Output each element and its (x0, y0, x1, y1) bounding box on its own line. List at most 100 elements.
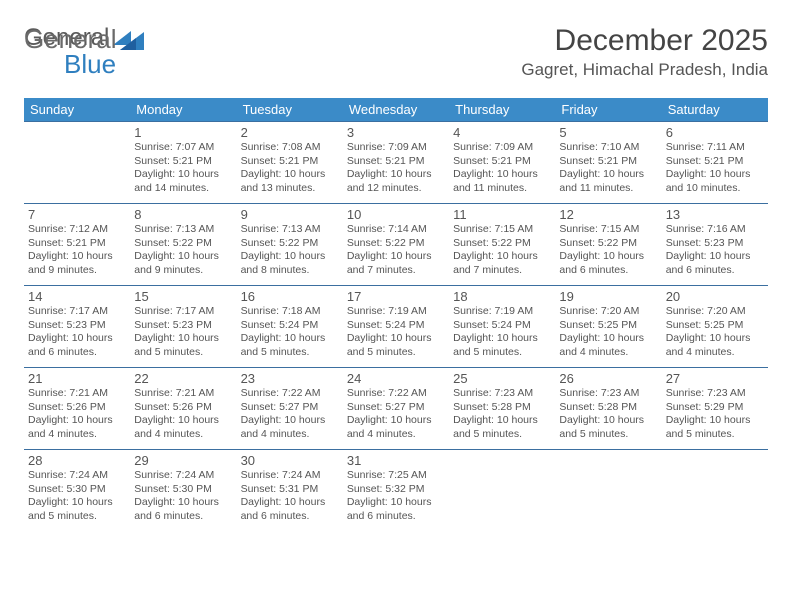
day-info: Sunrise: 7:24 AMSunset: 5:31 PMDaylight:… (241, 469, 339, 524)
weekday-header: Saturday (662, 98, 768, 122)
day-info: Sunrise: 7:12 AMSunset: 5:21 PMDaylight:… (28, 223, 126, 278)
day-number: 14 (28, 289, 126, 304)
day-info: Sunrise: 7:13 AMSunset: 5:22 PMDaylight:… (134, 223, 232, 278)
calendar-cell (24, 122, 130, 204)
weekday-header: Monday (130, 98, 236, 122)
calendar-cell: 26Sunrise: 7:23 AMSunset: 5:28 PMDayligh… (555, 368, 661, 450)
day-info: Sunrise: 7:09 AMSunset: 5:21 PMDaylight:… (347, 141, 445, 196)
calendar-cell: 25Sunrise: 7:23 AMSunset: 5:28 PMDayligh… (449, 368, 555, 450)
day-number: 17 (347, 289, 445, 304)
day-number: 27 (666, 371, 764, 386)
day-number: 13 (666, 207, 764, 222)
day-number: 8 (134, 207, 232, 222)
day-info: Sunrise: 7:24 AMSunset: 5:30 PMDaylight:… (134, 469, 232, 524)
logo-block: General Blue (24, 24, 144, 80)
calendar-cell: 4Sunrise: 7:09 AMSunset: 5:21 PMDaylight… (449, 122, 555, 204)
day-info: Sunrise: 7:22 AMSunset: 5:27 PMDaylight:… (241, 387, 339, 442)
day-info: Sunrise: 7:15 AMSunset: 5:22 PMDaylight:… (453, 223, 551, 278)
day-number: 24 (347, 371, 445, 386)
day-info: Sunrise: 7:19 AMSunset: 5:24 PMDaylight:… (453, 305, 551, 360)
day-info: Sunrise: 7:17 AMSunset: 5:23 PMDaylight:… (28, 305, 126, 360)
calendar-cell: 16Sunrise: 7:18 AMSunset: 5:24 PMDayligh… (237, 286, 343, 368)
calendar-cell (555, 450, 661, 532)
day-number: 10 (347, 207, 445, 222)
calendar-cell: 23Sunrise: 7:22 AMSunset: 5:27 PMDayligh… (237, 368, 343, 450)
calendar-cell: 5Sunrise: 7:10 AMSunset: 5:21 PMDaylight… (555, 122, 661, 204)
calendar-cell: 22Sunrise: 7:21 AMSunset: 5:26 PMDayligh… (130, 368, 236, 450)
calendar-row: 7Sunrise: 7:12 AMSunset: 5:21 PMDaylight… (24, 204, 768, 286)
weekday-header-row: Sunday Monday Tuesday Wednesday Thursday… (24, 98, 768, 122)
logo-sail-icon (120, 32, 144, 50)
day-info: Sunrise: 7:10 AMSunset: 5:21 PMDaylight:… (559, 141, 657, 196)
calendar-cell: 24Sunrise: 7:22 AMSunset: 5:27 PMDayligh… (343, 368, 449, 450)
calendar-row: 1Sunrise: 7:07 AMSunset: 5:21 PMDaylight… (24, 122, 768, 204)
calendar-cell: 17Sunrise: 7:19 AMSunset: 5:24 PMDayligh… (343, 286, 449, 368)
day-info: Sunrise: 7:21 AMSunset: 5:26 PMDaylight:… (134, 387, 232, 442)
day-info: Sunrise: 7:20 AMSunset: 5:25 PMDaylight:… (559, 305, 657, 360)
day-number: 12 (559, 207, 657, 222)
day-number: 21 (28, 371, 126, 386)
day-info: Sunrise: 7:21 AMSunset: 5:26 PMDaylight:… (28, 387, 126, 442)
calendar-cell: 11Sunrise: 7:15 AMSunset: 5:22 PMDayligh… (449, 204, 555, 286)
day-number: 25 (453, 371, 551, 386)
day-info: Sunrise: 7:23 AMSunset: 5:28 PMDaylight:… (559, 387, 657, 442)
day-info: Sunrise: 7:19 AMSunset: 5:24 PMDaylight:… (347, 305, 445, 360)
day-number: 1 (134, 125, 232, 140)
day-info: Sunrise: 7:23 AMSunset: 5:29 PMDaylight:… (666, 387, 764, 442)
calendar-cell (662, 450, 768, 532)
day-number: 23 (241, 371, 339, 386)
day-number: 3 (347, 125, 445, 140)
calendar-cell: 6Sunrise: 7:11 AMSunset: 5:21 PMDaylight… (662, 122, 768, 204)
calendar-cell: 9Sunrise: 7:13 AMSunset: 5:22 PMDaylight… (237, 204, 343, 286)
calendar-cell: 10Sunrise: 7:14 AMSunset: 5:22 PMDayligh… (343, 204, 449, 286)
calendar-cell: 29Sunrise: 7:24 AMSunset: 5:30 PMDayligh… (130, 450, 236, 532)
day-number: 19 (559, 289, 657, 304)
day-number: 6 (666, 125, 764, 140)
calendar-cell: 30Sunrise: 7:24 AMSunset: 5:31 PMDayligh… (237, 450, 343, 532)
weekday-header: Tuesday (237, 98, 343, 122)
calendar-cell: 8Sunrise: 7:13 AMSunset: 5:22 PMDaylight… (130, 204, 236, 286)
day-number: 31 (347, 453, 445, 468)
weekday-header: Wednesday (343, 98, 449, 122)
day-info: Sunrise: 7:17 AMSunset: 5:23 PMDaylight:… (134, 305, 232, 360)
calendar-cell: 13Sunrise: 7:16 AMSunset: 5:23 PMDayligh… (662, 204, 768, 286)
day-number: 16 (241, 289, 339, 304)
calendar-cell: 1Sunrise: 7:07 AMSunset: 5:21 PMDaylight… (130, 122, 236, 204)
calendar-row: 21Sunrise: 7:21 AMSunset: 5:26 PMDayligh… (24, 368, 768, 450)
day-number: 20 (666, 289, 764, 304)
day-number: 29 (134, 453, 232, 468)
title-block: December 2025 Gagret, Himachal Pradesh, … (521, 24, 768, 80)
calendar-cell: 27Sunrise: 7:23 AMSunset: 5:29 PMDayligh… (662, 368, 768, 450)
calendar-row: 14Sunrise: 7:17 AMSunset: 5:23 PMDayligh… (24, 286, 768, 368)
day-info: Sunrise: 7:16 AMSunset: 5:23 PMDaylight:… (666, 223, 764, 278)
day-info: Sunrise: 7:14 AMSunset: 5:22 PMDaylight:… (347, 223, 445, 278)
day-number: 9 (241, 207, 339, 222)
day-info: Sunrise: 7:24 AMSunset: 5:30 PMDaylight:… (28, 469, 126, 524)
calendar-cell: 3Sunrise: 7:09 AMSunset: 5:21 PMDaylight… (343, 122, 449, 204)
day-info: Sunrise: 7:23 AMSunset: 5:28 PMDaylight:… (453, 387, 551, 442)
day-number: 4 (453, 125, 551, 140)
day-number: 11 (453, 207, 551, 222)
calendar-cell: 15Sunrise: 7:17 AMSunset: 5:23 PMDayligh… (130, 286, 236, 368)
day-number: 15 (134, 289, 232, 304)
day-info: Sunrise: 7:08 AMSunset: 5:21 PMDaylight:… (241, 141, 339, 196)
day-info: Sunrise: 7:13 AMSunset: 5:22 PMDaylight:… (241, 223, 339, 278)
calendar-table: Sunday Monday Tuesday Wednesday Thursday… (24, 98, 768, 532)
calendar-cell: 18Sunrise: 7:19 AMSunset: 5:24 PMDayligh… (449, 286, 555, 368)
calendar-row: 28Sunrise: 7:24 AMSunset: 5:30 PMDayligh… (24, 450, 768, 532)
calendar-cell (449, 450, 555, 532)
day-info: Sunrise: 7:11 AMSunset: 5:21 PMDaylight:… (666, 141, 764, 196)
day-number: 30 (241, 453, 339, 468)
day-number: 5 (559, 125, 657, 140)
day-info: Sunrise: 7:22 AMSunset: 5:27 PMDaylight:… (347, 387, 445, 442)
calendar-cell: 12Sunrise: 7:15 AMSunset: 5:22 PMDayligh… (555, 204, 661, 286)
weekday-header: Friday (555, 98, 661, 122)
calendar-cell: 31Sunrise: 7:25 AMSunset: 5:32 PMDayligh… (343, 450, 449, 532)
day-number: 2 (241, 125, 339, 140)
weekday-header: Thursday (449, 98, 555, 122)
day-number: 26 (559, 371, 657, 386)
day-info: Sunrise: 7:25 AMSunset: 5:32 PMDaylight:… (347, 469, 445, 524)
day-info: Sunrise: 7:15 AMSunset: 5:22 PMDaylight:… (559, 223, 657, 278)
day-info: Sunrise: 7:18 AMSunset: 5:24 PMDaylight:… (241, 305, 339, 360)
day-number: 18 (453, 289, 551, 304)
